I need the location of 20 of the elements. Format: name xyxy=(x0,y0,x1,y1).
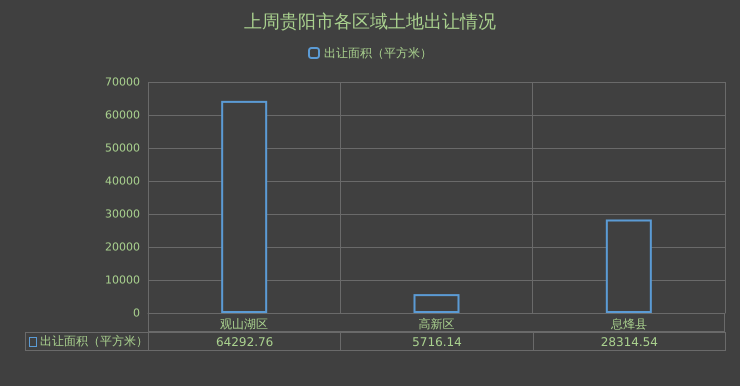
text: 出让面积（平方米） xyxy=(40,334,148,348)
data-label: 64292.76 xyxy=(148,332,342,351)
y-tick-label: 60000 xyxy=(105,108,140,122)
y-tick-label: 50000 xyxy=(105,142,140,154)
bar xyxy=(606,220,652,313)
legend-label: 出让面积（平方米） xyxy=(324,46,432,60)
bar xyxy=(221,100,268,313)
x-tick-label: 息烽县 xyxy=(610,317,647,331)
bar xyxy=(414,294,460,313)
data-label: 28314.54 xyxy=(532,332,726,351)
x-tick-label: 高新区 xyxy=(418,317,454,331)
data-label: 5716.14 xyxy=(340,332,534,351)
y-tick-label: 20000 xyxy=(105,240,140,254)
chart-title: 上周贵阳市各区域土地出让情况 xyxy=(244,12,496,32)
y-tick-label: 10000 xyxy=(105,274,140,286)
y-tick-label: 0 xyxy=(133,306,140,320)
y-tick-label: 70000 xyxy=(105,76,140,88)
y-tick-label: 30000 xyxy=(105,208,140,220)
x-tick-label: 观山湖区 xyxy=(220,317,268,331)
y-tick-label: 40000 xyxy=(105,174,140,188)
